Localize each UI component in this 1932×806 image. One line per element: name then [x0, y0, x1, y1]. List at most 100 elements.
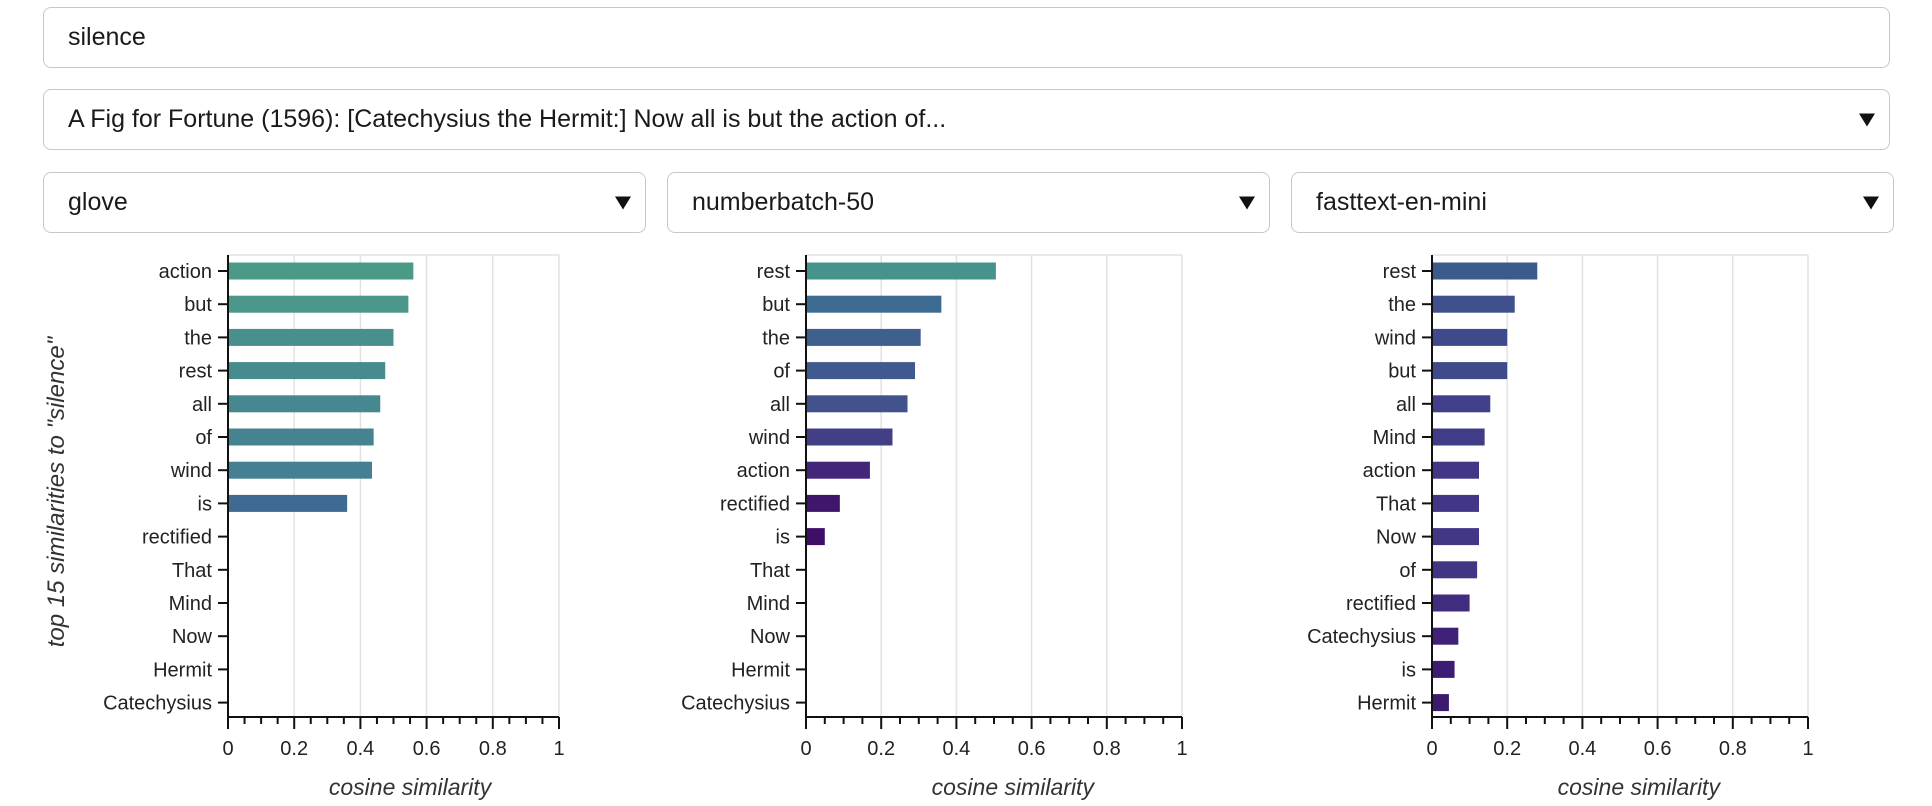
category-label: Mind	[1373, 427, 1416, 449]
x-tick-label: 0.8	[479, 738, 507, 760]
bar-wind	[807, 428, 893, 446]
bar-all	[807, 395, 908, 413]
bar-but	[1433, 362, 1508, 380]
category-label: Now	[1376, 527, 1417, 549]
bar-Now	[1433, 528, 1479, 546]
bar-but	[229, 295, 409, 313]
passage-select[interactable]: A Fig for Fortune (1596): [Catechysius t…	[43, 89, 1890, 150]
category-label: wind	[170, 460, 212, 482]
bar-That	[1433, 494, 1479, 512]
bar-of	[807, 362, 916, 380]
category-label: action	[159, 261, 212, 283]
query-input[interactable]: silence	[43, 7, 1890, 68]
x-tick-label: 0.4	[942, 738, 970, 760]
category-label: of	[195, 427, 212, 449]
category-label: but	[1388, 361, 1416, 383]
category-label: is	[1402, 659, 1416, 681]
x-tick-label: 0.2	[867, 738, 895, 760]
bar-but	[807, 295, 942, 313]
x-tick-label: 0.2	[1493, 738, 1521, 760]
x-tick-label: 0.4	[1568, 738, 1596, 760]
x-tick-label: 0	[800, 738, 811, 760]
category-label: is	[776, 527, 790, 549]
category-label: all	[192, 394, 212, 416]
x-tick-label: 0.6	[413, 738, 441, 760]
bar-the	[807, 328, 921, 346]
bar-rest	[1433, 262, 1538, 280]
model-select-2[interactable]: numberbatch-50	[667, 172, 1270, 233]
bar-rest	[229, 362, 386, 380]
category-label: the	[1388, 294, 1416, 316]
x-tick-label: 0	[1426, 738, 1437, 760]
query-input-value: silence	[68, 23, 146, 51]
category-label: wind	[748, 427, 790, 449]
model-select-1-value: glove	[68, 188, 128, 216]
x-tick-label: 1	[1176, 738, 1187, 760]
category-label: is	[198, 493, 212, 515]
bar-Hermit	[1433, 694, 1449, 712]
category-label: Catechysius	[681, 693, 790, 715]
x-tick-label: 0.8	[1719, 738, 1747, 760]
passage-select-value: A Fig for Fortune (1596): [Catechysius t…	[68, 105, 947, 133]
category-label: rest	[179, 361, 213, 383]
category-label: action	[1363, 460, 1416, 482]
bar-wind	[1433, 328, 1508, 346]
category-label: but	[184, 294, 212, 316]
category-label: Hermit	[731, 659, 790, 681]
category-label: That	[750, 560, 790, 582]
x-tick-label: 0.4	[346, 738, 374, 760]
bar-action	[1433, 461, 1479, 479]
category-label: the	[184, 327, 212, 349]
bar-of	[229, 428, 374, 446]
chevron-down-icon	[1863, 196, 1879, 209]
bar-Mind	[1433, 428, 1485, 446]
category-label: rectified	[1346, 593, 1416, 615]
model-select-1[interactable]: glove	[43, 172, 646, 233]
bar-action	[807, 461, 870, 479]
bar-wind	[229, 461, 372, 479]
x-tick-label: 0.2	[280, 738, 308, 760]
model-select-3-value: fasttext-en-mini	[1316, 188, 1487, 216]
bar-Catechysius	[1433, 627, 1459, 645]
model-select-3[interactable]: fasttext-en-mini	[1291, 172, 1894, 233]
category-label: That	[172, 560, 212, 582]
category-label: Mind	[747, 593, 790, 615]
category-label: Now	[172, 626, 213, 648]
category-label: Catechysius	[1307, 626, 1416, 648]
bar-is	[1433, 660, 1455, 678]
x-tick-label: 1	[1802, 738, 1813, 760]
bar-of	[1433, 561, 1478, 579]
category-label: rest	[757, 261, 791, 283]
x-axis-label: cosine similarity	[1558, 774, 1722, 800]
category-label: but	[762, 294, 790, 316]
category-label: rest	[1383, 261, 1417, 283]
bar-all	[229, 395, 381, 413]
category-label: Catechysius	[103, 693, 212, 715]
y-axis-label: top 15 similarities to "silence"	[43, 335, 70, 647]
bar-the	[229, 328, 394, 346]
x-tick-label: 0.6	[1018, 738, 1046, 760]
category-label: of	[773, 361, 790, 383]
bar-all	[1433, 395, 1491, 413]
category-label: That	[1376, 493, 1416, 515]
category-label: Now	[750, 626, 791, 648]
category-label: action	[737, 460, 790, 482]
bar-rectified	[1433, 594, 1470, 612]
x-axis-label: cosine similarity	[932, 774, 1096, 800]
category-label: wind	[1374, 327, 1416, 349]
chevron-down-icon	[615, 196, 631, 209]
x-tick-label: 1	[553, 738, 564, 760]
bar-the	[1433, 295, 1515, 313]
model-select-2-value: numberbatch-50	[692, 188, 875, 216]
bar-is	[229, 494, 348, 512]
category-label: of	[1399, 560, 1416, 582]
category-label: Hermit	[153, 659, 212, 681]
category-label: the	[762, 327, 790, 349]
x-tick-label: 0	[222, 738, 233, 760]
bar-rectified	[807, 494, 840, 512]
chevron-down-icon	[1239, 196, 1255, 209]
bar-action	[229, 262, 414, 280]
category-label: Mind	[169, 593, 212, 615]
bar-is	[807, 528, 825, 546]
category-label: Hermit	[1357, 693, 1416, 715]
